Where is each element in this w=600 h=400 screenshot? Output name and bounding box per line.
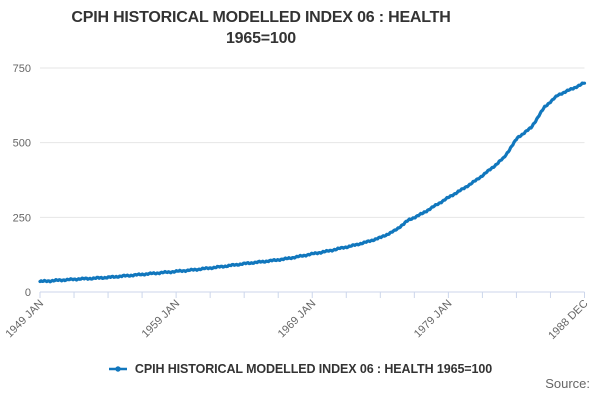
y-axis-label: 500	[13, 138, 31, 150]
chart-title-line2: 1965=100	[225, 30, 297, 47]
x-axis-label: 1949 JAN	[3, 298, 46, 341]
legend-line-marker-icon	[108, 366, 127, 372]
source-label: Source:	[545, 376, 590, 391]
legend-item[interactable]: CPIH HISTORICAL MODELLED INDEX 06 : HEAL…	[0, 362, 600, 376]
y-axis-label: 250	[13, 212, 31, 224]
series-line	[38, 81, 587, 284]
y-axis-label: 0	[25, 287, 31, 299]
x-axis-label: 1979 JAN	[412, 298, 455, 341]
x-axis-label: 1988 DEC	[546, 298, 590, 342]
x-axis-label: 1969 JAN	[276, 298, 319, 341]
x-axis-label: 1959 JAN	[140, 298, 183, 341]
y-axis-label: 750	[13, 63, 31, 75]
chart-title-line1: CPIH HISTORICAL MODELLED INDEX 06 : HEAL…	[71, 9, 451, 26]
legend-label: CPIH HISTORICAL MODELLED INDEX 06 : HEAL…	[134, 362, 493, 376]
chart-title: CPIH HISTORICAL MODELLED INDEX 06 : HEAL…	[0, 7, 522, 49]
